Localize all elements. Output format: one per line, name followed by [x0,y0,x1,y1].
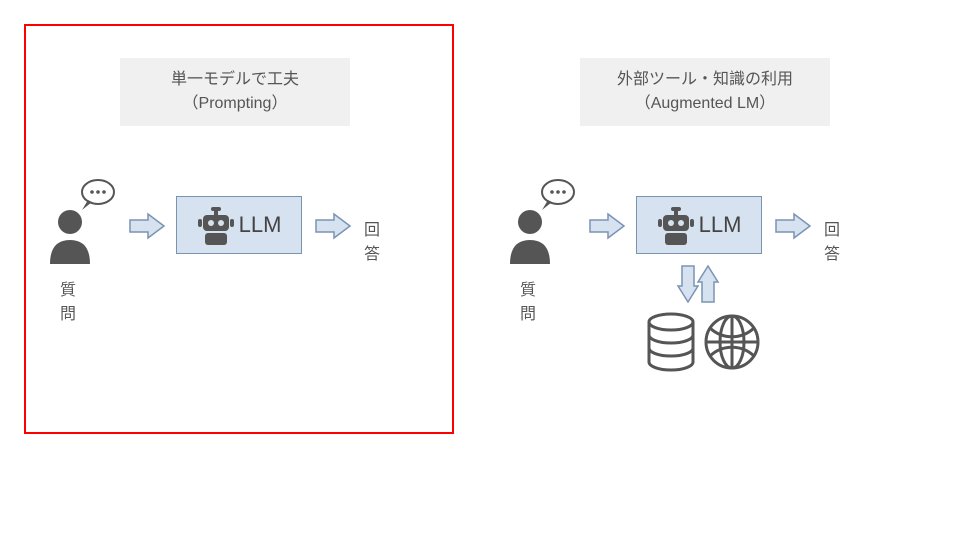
llm-box: LLM [636,196,762,254]
title-line2: （Augmented LM） [600,92,810,116]
title-prompting: 単一モデルで工夫 （Prompting） [120,58,350,126]
question-label: 質問 [60,276,76,324]
llm-label: LLM [239,212,282,238]
robot-icon [197,205,235,245]
arrow-icon [314,212,352,245]
title-line1: 単一モデルで工夫 [140,68,330,92]
arrow-icon [774,212,812,245]
database-icon [644,312,698,372]
question-label: 質問 [520,276,536,324]
globe-icon [702,312,762,372]
title-line2: （Prompting） [140,92,330,116]
arrow-icon [588,212,626,245]
answer-label: 回答 [824,216,840,264]
answer-label: 回答 [364,216,380,264]
llm-box: LLM [176,196,302,254]
llm-label: LLM [699,212,742,238]
person-icon [46,178,116,271]
robot-icon [657,205,695,245]
title-line1: 外部ツール・知識の利用 [600,68,810,92]
bidirectional-arrow-icon [676,264,720,309]
title-augmented: 外部ツール・知識の利用 （Augmented LM） [580,58,830,126]
arrow-icon [128,212,166,245]
person-icon [506,178,576,271]
external-tools [644,312,762,372]
